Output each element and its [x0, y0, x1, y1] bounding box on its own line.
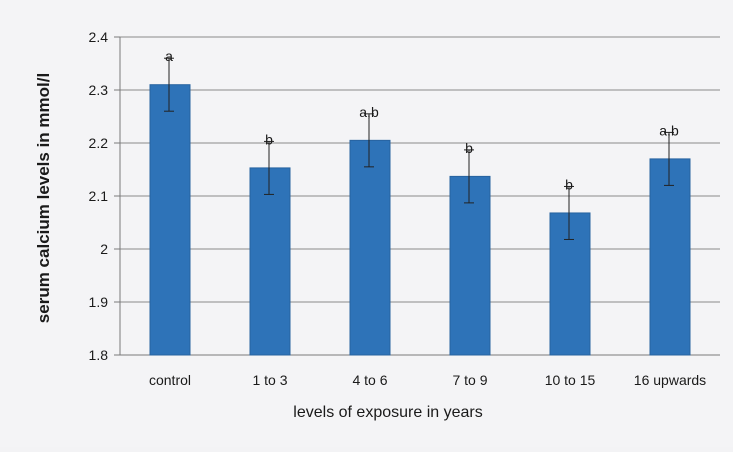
significance-label: b — [565, 176, 573, 192]
bar — [449, 175, 491, 356]
y-tick-label: 1.8 — [89, 347, 109, 363]
y-tick-label: 2.1 — [89, 188, 109, 204]
x-tick-label: 10 to 15 — [545, 372, 596, 388]
significance-label: b — [265, 131, 273, 147]
significance-label: b — [465, 140, 473, 156]
significance-label: a — [165, 48, 173, 64]
bars — [149, 84, 691, 356]
y-tick-label: 2.2 — [89, 135, 109, 151]
bar — [349, 139, 391, 356]
y-tick-label: 2.4 — [89, 29, 109, 45]
x-axis-label: levels of exposure in years — [293, 404, 482, 421]
y-tick-label: 2.3 — [89, 82, 109, 98]
x-tick-label: 16 upwards — [634, 372, 706, 388]
x-tick-label: control — [149, 372, 191, 388]
bar — [149, 84, 191, 356]
y-tick-labels: 1.8 1.9 2 2.1 2.2 2.3 2.4 — [89, 29, 109, 363]
error-bars — [164, 57, 674, 240]
y-tick-label: 2 — [100, 241, 108, 257]
y-tick-label: 1.9 — [89, 294, 109, 310]
bar — [249, 167, 291, 356]
significance-label: a,b — [659, 122, 679, 138]
axes — [119, 37, 720, 356]
x-tick-label: 7 to 9 — [452, 372, 487, 388]
y-axis-label: serum calcium levels in mmol/l — [34, 73, 53, 323]
x-tick-labels: control 1 to 3 4 to 6 7 to 9 10 to 15 16 upwa… — [149, 372, 706, 388]
significance-label: a,b — [359, 104, 379, 120]
x-tick-label: 1 to 3 — [252, 372, 287, 388]
gridlines — [114, 36, 720, 356]
bar — [549, 212, 591, 356]
significance-labels: a b a,b b b a,b — [165, 48, 679, 192]
bar — [649, 158, 691, 356]
x-tick-label: 4 to 6 — [352, 372, 387, 388]
